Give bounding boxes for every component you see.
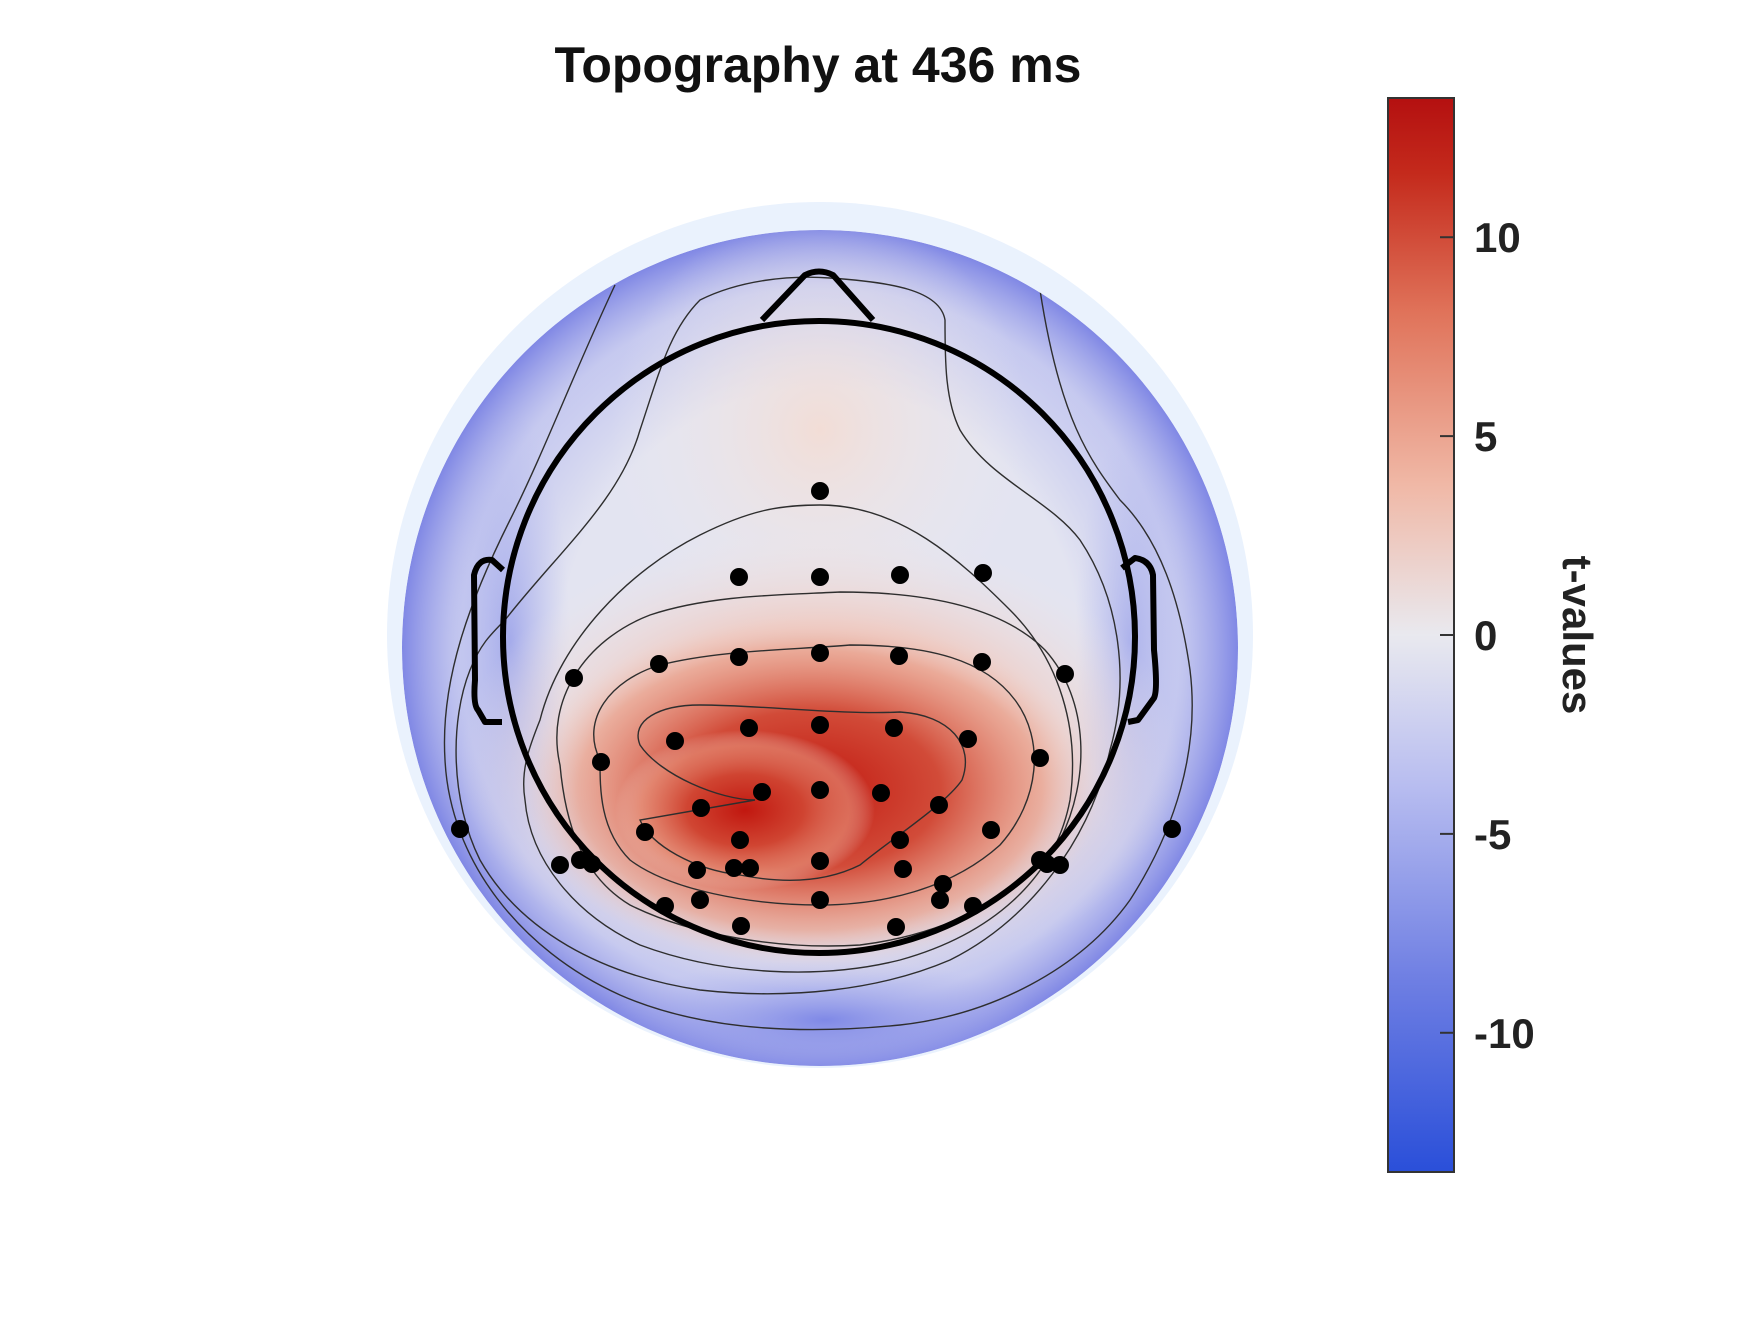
electrode-marker (656, 897, 674, 915)
electrode-marker (650, 655, 668, 673)
electrode-marker (730, 568, 748, 586)
electrode-marker (887, 918, 905, 936)
electrode-marker (885, 719, 903, 737)
electrode-marker (592, 753, 610, 771)
contour-line (593, 644, 1035, 906)
electrode-marker (732, 917, 750, 935)
electrode-marker (811, 644, 829, 662)
contour-line (443, 284, 1193, 1031)
electrode-marker (1056, 665, 1074, 683)
electrode-marker (636, 823, 654, 841)
contour-lines (443, 276, 1193, 1031)
electrode-marker (982, 821, 1000, 839)
colorbar-tick-label: 0 (1474, 612, 1497, 659)
electrode-marker (740, 719, 758, 737)
electrode-marker (1163, 820, 1181, 838)
electrode-marker (1031, 749, 1049, 767)
electrode-marker (811, 482, 829, 500)
electrode-marker (691, 891, 709, 909)
electrode-marker (891, 831, 909, 849)
electrode-marker (934, 875, 952, 893)
electrode-marker (741, 859, 759, 877)
contour-line (522, 504, 1074, 973)
colorbar-tick-label: 10 (1474, 214, 1521, 261)
electrode-marker (666, 732, 684, 750)
electrode-marker (811, 781, 829, 799)
electrode-marker (890, 647, 908, 665)
electrode-marker (1051, 856, 1069, 874)
electrode-marker (811, 852, 829, 870)
nose (759, 268, 876, 323)
colorbar-tick-label: -10 (1474, 1010, 1535, 1057)
electrode-marker (872, 784, 890, 802)
electrode-marker (964, 897, 982, 915)
colorbar-tick-label: -5 (1474, 811, 1511, 858)
electrode-marker (753, 783, 771, 801)
contour-line (455, 276, 1121, 995)
electrode-marker (731, 831, 749, 849)
topography-surface (387, 202, 1253, 1068)
colorbar-tick-label: 5 (1474, 413, 1497, 460)
electrode-marker (571, 851, 589, 869)
electrode-marker (1031, 851, 1049, 869)
head-circle (500, 318, 1138, 956)
colorbar-ticks: 10 5 0 -5 -10 (1440, 214, 1535, 1057)
electrode-marker (725, 859, 743, 877)
left-ear (471, 556, 506, 725)
chart-title: Topography at 436 ms (555, 37, 1082, 93)
colorbar-label: t-values (1554, 556, 1601, 715)
electrode-marker (811, 568, 829, 586)
electrode-layer (451, 482, 1181, 936)
electrode-marker (692, 799, 710, 817)
electrode-marker (973, 653, 991, 671)
electrode-marker (974, 564, 992, 582)
interpolated-field (402, 230, 1238, 1066)
electrode-marker (931, 891, 949, 909)
contour-line (556, 591, 1082, 947)
electrode-marker (565, 669, 583, 687)
electrode-marker (730, 648, 748, 666)
electrode-marker (551, 856, 569, 874)
colorbar: 10 5 0 -5 -10 t-values (1387, 97, 1601, 1173)
electrode-marker (930, 796, 948, 814)
electrode-marker (811, 716, 829, 734)
head-outline (471, 268, 1159, 956)
electrode-marker (959, 730, 977, 748)
electrode-marker (811, 891, 829, 909)
electrode-marker (891, 566, 909, 584)
right-ear (1120, 555, 1159, 725)
electrode-marker (451, 820, 469, 838)
electrode-marker (688, 861, 706, 879)
electrode-marker (894, 860, 912, 878)
